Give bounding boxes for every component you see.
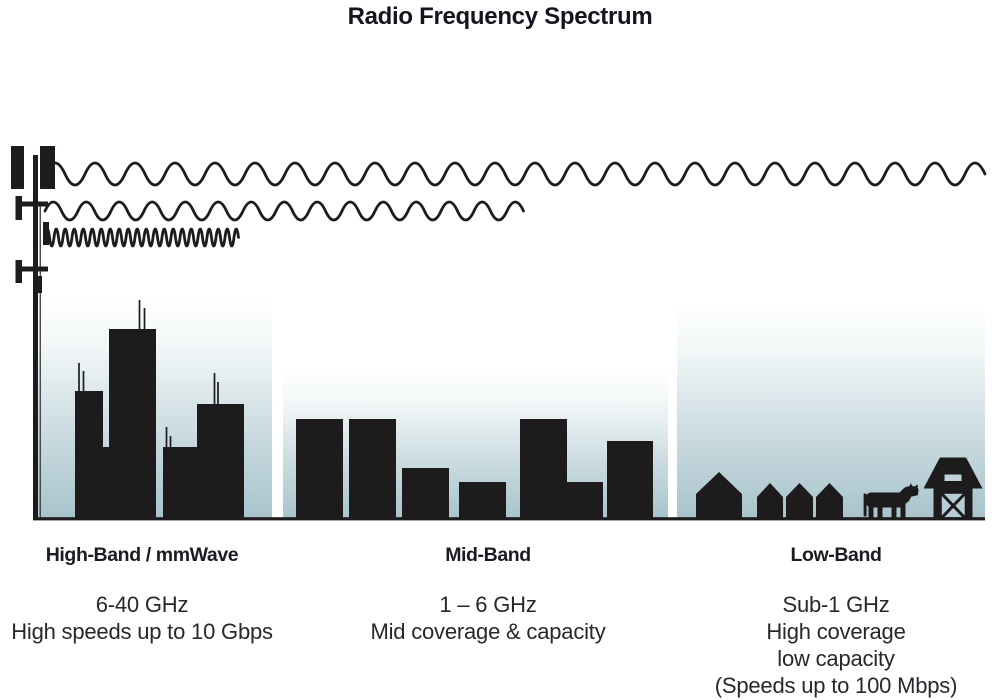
midband-frequency: 1 – 6 GHz: [439, 592, 537, 617]
highband-title: High-Band / mmWave: [45, 544, 239, 566]
lowband-frequency: Sub-1 GHz: [782, 592, 890, 617]
building: [349, 419, 396, 520]
low-band-long-wave: [43, 161, 987, 187]
cow-icon: [863, 483, 919, 519]
radio-waves: [43, 161, 987, 248]
lowband-description-3: (Speeds up to 100 Mbps): [714, 673, 958, 698]
midband-buildings-icon: [296, 419, 653, 520]
skyscraper: [75, 447, 156, 520]
highband-description: High speeds up to 10 Gbps: [11, 619, 273, 644]
lowband-description-2: low capacity: [777, 646, 895, 671]
house-icon: [757, 483, 783, 520]
building: [402, 468, 449, 520]
lowband-houses-icon: [696, 472, 843, 520]
building: [459, 482, 506, 520]
building: [567, 482, 603, 520]
house-icon: [696, 472, 742, 520]
highband-frequency: 6-40 GHz: [95, 592, 189, 617]
barn-icon: [923, 457, 983, 520]
page-title: Radio Frequency Spectrum: [347, 3, 653, 30]
skyscraper-antennas: [78, 300, 219, 447]
high-band-short-wave: [43, 227, 240, 248]
band-label-lowband: Low-Band Sub-1 GHz High coverage low cap…: [666, 544, 1000, 699]
band-label-highband: High-Band / mmWave 6-40 GHz High speeds …: [0, 544, 312, 645]
skyscraper: [163, 447, 197, 520]
highband-skyscrapers-icon: [75, 329, 244, 520]
mid-band-wave: [43, 200, 525, 222]
house-icon: [786, 483, 813, 520]
midband-title: Mid-Band: [445, 544, 531, 566]
building: [296, 419, 343, 520]
spectrum-illustration: [11, 146, 987, 521]
building: [520, 419, 567, 520]
ground-line: [33, 517, 985, 521]
band-label-midband: Mid-Band 1 – 6 GHz Mid coverage & capaci…: [318, 544, 658, 645]
skyscraper: [197, 404, 244, 520]
lowband-title: Low-Band: [790, 544, 882, 566]
cell-tower-icon: [11, 146, 55, 520]
house-icon: [816, 483, 843, 520]
lowband-description-1: High coverage: [766, 619, 906, 644]
midband-description: Mid coverage & capacity: [370, 619, 606, 644]
building: [607, 441, 653, 520]
